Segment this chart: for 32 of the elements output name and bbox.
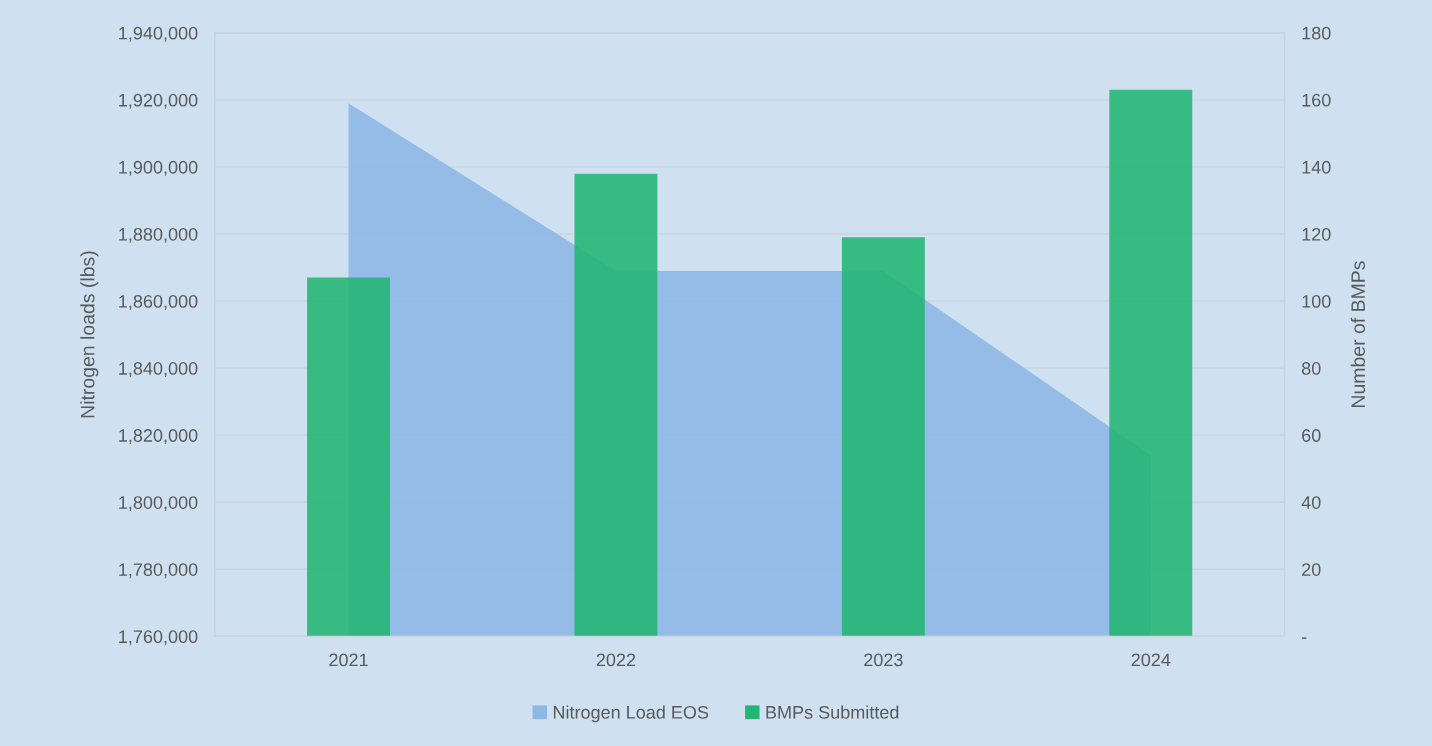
y-axis-title: Nitrogen loads (lbs) (80, 251, 99, 418)
y-tick-label: 1,920,000 (119, 93, 198, 109)
y2-axis-title: Number of BMPs (1350, 261, 1366, 407)
y-tick-label: 1,760,000 (119, 630, 198, 646)
x-tick-label: 2024 (1131, 653, 1171, 667)
legend-label: Nitrogen Load EOS (553, 705, 709, 723)
y2-tick-label: 160 (1302, 93, 1331, 107)
y-tick-label: 1,820,000 (119, 429, 198, 445)
y2-tick-label: 180 (1302, 26, 1331, 40)
bar (307, 277, 390, 637)
x-tick-label: 2021 (329, 653, 368, 667)
y2-tick-label: 60 (1302, 429, 1321, 442)
y2-tick-label: - (1301, 637, 1307, 639)
bar (841, 237, 925, 637)
y-tick-label: 1,880,000 (119, 227, 198, 243)
y-tick-label: 1,860,000 (119, 294, 198, 310)
legend-label: BMPs Submitted (766, 705, 899, 719)
y-tick-label: 1,840,000 (119, 362, 198, 377)
bar (1109, 89, 1193, 637)
y2-tick-label: 80 (1301, 362, 1321, 375)
y2-tick-label: 140 (1302, 160, 1331, 174)
x-tick-label: 2023 (864, 653, 903, 667)
bar (574, 173, 658, 637)
y-tick-label: 1,780,000 (119, 563, 198, 579)
y-tick-label: 1,800,000 (119, 496, 198, 512)
y-tick-label: 1,940,000 (119, 26, 198, 42)
y2-tick-label: 20 (1302, 563, 1321, 576)
y2-tick-label: 40 (1301, 496, 1321, 509)
x-tick-label: 2022 (596, 653, 636, 667)
y2-tick-label: 120 (1302, 227, 1331, 241)
y2-tick-label: 100 (1302, 294, 1331, 308)
y-tick-label: 1,900,000 (119, 160, 198, 176)
